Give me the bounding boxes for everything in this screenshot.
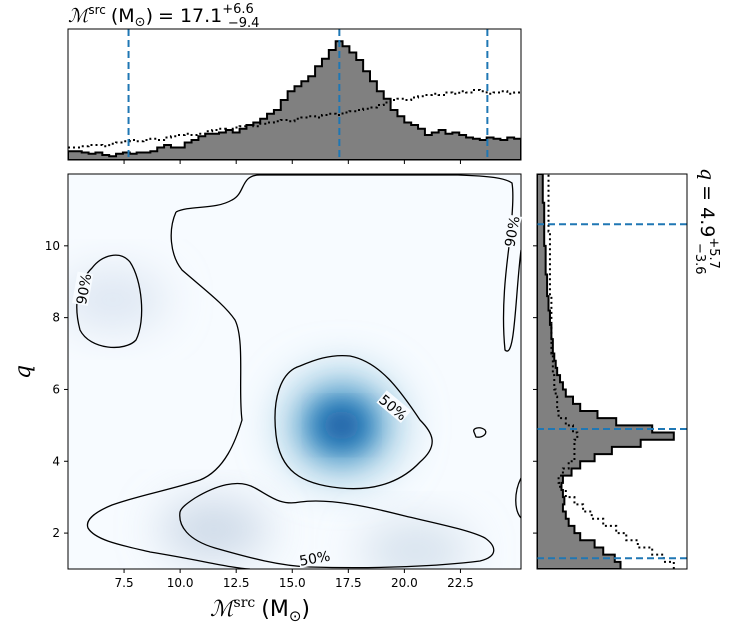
right-panel-frame (536, 173, 688, 570)
top-posterior-histogram (68, 40, 521, 160)
y-tick-label: 2 (52, 526, 60, 540)
right-posterior-histogram (537, 174, 675, 569)
density-peak-core (321, 409, 362, 442)
x-tick-label: 20.0 (391, 576, 418, 590)
y-tick-label: 4 (52, 454, 60, 468)
x-tick-label: 12.5 (223, 576, 250, 590)
x-tick-label: 17.5 (335, 576, 362, 590)
contour-label: 50% (298, 549, 331, 570)
contour-90-island (76, 254, 143, 349)
contour-90-right-edge (515, 477, 521, 519)
y-tick-label: 8 (52, 311, 60, 325)
top-panel-title: ℳsrc (M⊙) = 17.1+6.6 −9.4 (68, 2, 259, 31)
right-panel-title: q= 4.9+5.7−3.6 (692, 168, 721, 275)
contour-label-bg (72, 271, 94, 306)
y-tick-label: 10 (45, 239, 60, 253)
x-tick-label: 22.5 (447, 576, 474, 590)
contour-label: 90% (502, 215, 523, 248)
density-peak (360, 521, 471, 569)
y-axis-ticks: 2 4 6 8 10 (45, 239, 68, 540)
contour-90-main (175, 174, 521, 352)
density-background (68, 174, 521, 569)
y-tick-label: 6 (52, 382, 60, 396)
top-prior-histogram (68, 89, 521, 149)
x-tick-label: 15.0 (279, 576, 306, 590)
main-density-panel: 90%90%50%50% 7.5 10.0 12.5 15.0 17.5 20.0 22.5… (11, 173, 524, 625)
right-panel-ticks (533, 245, 537, 534)
contour-label: 90% (74, 272, 95, 305)
x-tick-label: 7.5 (115, 576, 134, 590)
x-axis-ticks: 7.5 10.0 12.5 15.0 17.5 20.0 22.5 (115, 569, 474, 590)
main-panel-frame (67, 173, 522, 570)
contour-90-main-inner (86, 211, 251, 569)
contour-labels: 90%90%50%50% (72, 214, 524, 570)
right-marginal-panel: q= 4.9+5.7−3.6 (533, 168, 721, 570)
right-prior-histogram (547, 174, 675, 569)
top-panel-frame (67, 28, 522, 161)
contour-50-bottom (179, 482, 495, 569)
y-axis-label: q (11, 365, 36, 379)
density-peak (158, 499, 269, 560)
contour-label-bg (376, 390, 412, 424)
x-axis-label: ℳsrc (M⊙) (210, 595, 310, 625)
contour-90-small-loop (473, 427, 487, 438)
density-heatmap (68, 269, 471, 569)
contour-50-core (274, 354, 433, 490)
top-marginal-panel: ℳsrc (M⊙) = 17.1+6.6 −9.4 (67, 2, 522, 164)
top-panel-ticks (123, 160, 461, 164)
x-tick-label: 10.0 (167, 576, 194, 590)
density-peak (68, 269, 168, 330)
contour-label-bg (500, 214, 522, 249)
contour-label-bg (297, 546, 332, 568)
